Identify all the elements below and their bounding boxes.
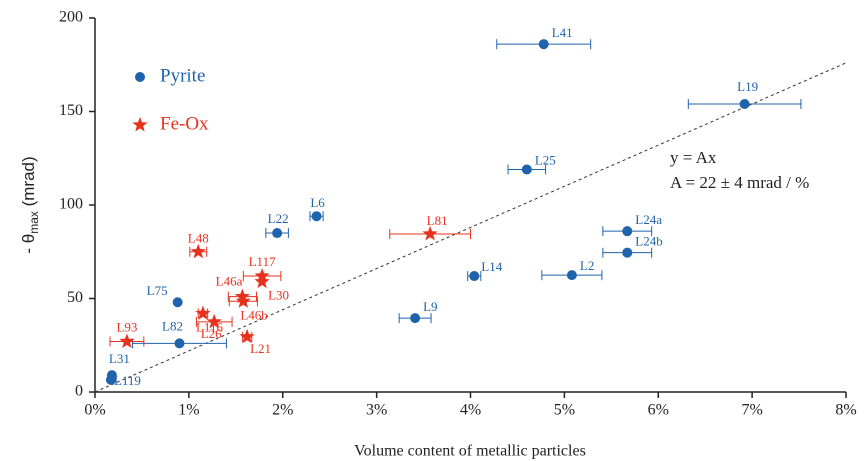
point: [521, 164, 532, 175]
y-tick-label: 50: [67, 289, 83, 306]
point-label: L24a: [635, 212, 662, 227]
x-tick-label: 2%: [272, 402, 293, 419]
y-tick-label: 0: [75, 383, 83, 400]
y-axis-label: - θmax (mrad): [19, 156, 41, 253]
point: [105, 374, 116, 385]
point: [622, 226, 633, 237]
point-label: L41: [552, 25, 573, 40]
point: [239, 328, 255, 344]
point: [739, 99, 750, 110]
point-label: L24b: [635, 234, 662, 249]
point-label: L22: [268, 211, 289, 226]
point-label: L2: [580, 258, 594, 273]
y-tick-label: 150: [59, 102, 83, 119]
x-tick-label: 0%: [84, 402, 105, 419]
point-label: L119: [114, 373, 141, 388]
legend-label: Fe-Ox: [160, 113, 209, 134]
point: [538, 39, 549, 50]
x-tick-label: 8%: [835, 402, 856, 419]
y-tick-label: 200: [59, 9, 83, 26]
point: [190, 243, 206, 259]
point-label: L25: [535, 152, 556, 167]
point: [422, 226, 438, 241]
point-label: L21: [250, 341, 271, 356]
point: [469, 271, 480, 282]
point: [311, 211, 322, 222]
point-label: L31: [109, 351, 130, 366]
point: [622, 247, 633, 258]
point: [206, 313, 222, 329]
x-tick-label: 6%: [648, 402, 669, 419]
point-label: L26: [201, 326, 222, 341]
annotation: y = Ax: [670, 148, 717, 167]
y-label-part: - θ: [19, 234, 38, 254]
point-label: L75: [147, 283, 168, 298]
point-label: L19: [737, 79, 758, 94]
x-tick-label: 7%: [741, 402, 762, 419]
point-label: L46a: [216, 274, 243, 289]
x-tick-label: 4%: [460, 402, 481, 419]
point-label: L6: [310, 195, 325, 210]
legend-marker: [135, 72, 145, 82]
point-label: L93: [116, 319, 137, 334]
x-tick-label: 1%: [178, 402, 199, 419]
y-label-sub: max: [27, 211, 41, 234]
y-tick-label: 100: [59, 196, 83, 213]
x-tick-label: 3%: [366, 402, 387, 419]
point: [174, 338, 185, 349]
point-label: L48: [188, 231, 209, 246]
point: [172, 297, 183, 308]
point-label: L14: [481, 259, 502, 274]
point: [235, 293, 251, 308]
legend-label: Pyrite: [160, 65, 205, 86]
point: [195, 305, 211, 320]
point-label: L82: [162, 318, 183, 333]
point: [410, 313, 421, 324]
annotation: A = 22 ± 4 mrad / %: [670, 173, 809, 192]
fit-line: [94, 62, 847, 393]
point-label: L81: [427, 213, 448, 228]
point-label: L46b: [240, 307, 267, 322]
point: [272, 228, 283, 239]
legend-marker: [132, 117, 148, 132]
y-label-part: (mrad): [19, 156, 38, 211]
point-label: L9: [423, 299, 437, 314]
x-axis-title: Volume content of metallic particles: [354, 443, 586, 460]
point: [254, 273, 270, 289]
point: [566, 270, 577, 281]
point: [119, 333, 135, 348]
y-axis-title: - θmax (mrad): [19, 156, 41, 253]
point-label: L117: [249, 254, 276, 269]
point-label: L30: [268, 288, 289, 303]
x-tick-label: 5%: [554, 402, 575, 419]
